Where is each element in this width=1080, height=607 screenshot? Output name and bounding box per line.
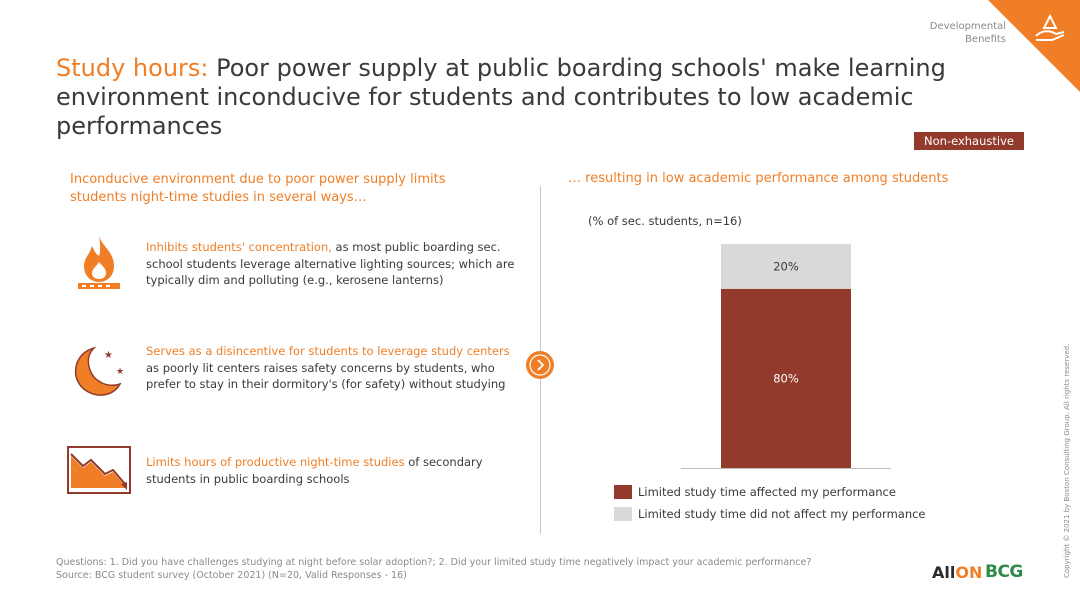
copyright-text: Copyright © 2021 by Boston Consulting Gr… — [1063, 343, 1071, 578]
flame-icon — [78, 236, 120, 289]
bar-segment-affected — [721, 288, 851, 468]
bar-label-affected: 80% — [773, 371, 799, 385]
reason-item-2: Serves as a disincentive for students to… — [146, 343, 516, 393]
arrow-circle — [526, 351, 554, 379]
chart-subtitle: (% of sec. students, n=16) — [588, 214, 742, 228]
reason-item-1: Inhibits students' concentration, as mos… — [146, 239, 516, 289]
section-tag: Developmental Benefits — [930, 20, 1006, 46]
non-exhaustive-badge: Non-exhaustive — [914, 132, 1024, 150]
reason-item-3: Limits hours of productive night-time st… — [146, 454, 516, 487]
declining-chart-icon — [67, 446, 131, 494]
legend-label-affected: Limited study time affected my performan… — [638, 485, 896, 499]
legend-swatch-affected — [614, 485, 632, 499]
title-highlight: Study hours: — [56, 54, 209, 82]
svg-text:★: ★ — [116, 367, 124, 377]
chevron-right-icon — [529, 354, 551, 376]
corner-triangle — [988, 0, 1080, 92]
reason-3-highlight: Limits hours of productive night-time st… — [146, 455, 405, 469]
bcg-logo: BCG — [985, 562, 1023, 582]
title-text: Poor power supply at public boarding sch… — [56, 54, 946, 140]
footer-notes: Questions: 1. Did you have challenges st… — [56, 556, 811, 582]
page-title: Study hours: Poor power supply at public… — [56, 54, 956, 141]
hand-money-icon — [1035, 13, 1065, 41]
section-tag-line1: Developmental — [929, 21, 1006, 32]
stacked-bar-chart: 80% 20% — [681, 244, 891, 469]
reason-2-text: as poorly lit centers raises safety conc… — [146, 360, 506, 392]
allon-logo-all: All — [932, 563, 956, 582]
legend-label-not-affected: Limited study time did not affect my per… — [638, 507, 926, 521]
legend-item-not-affected: Limited study time did not affect my per… — [614, 506, 926, 522]
allon-logo-on: ON — [955, 563, 983, 582]
section-tag-line2: Benefits — [965, 34, 1006, 45]
right-heading: … resulting in low academic performance … — [568, 171, 949, 186]
left-heading: Inconducive environment due to poor powe… — [70, 172, 446, 205]
legend-swatch-not-affected — [614, 507, 632, 521]
bar-label-not-affected: 20% — [773, 259, 799, 273]
reason-1-highlight: Inhibits students' concentration, — [146, 240, 332, 254]
reason-1-text: as most public boarding sec. school stud… — [146, 240, 515, 287]
legend-item-affected: Limited study time affected my performan… — [614, 484, 896, 500]
reason-3-text: of secondary students in public boarding… — [146, 455, 483, 486]
allon-logo: AllON — [932, 563, 982, 582]
footer-source: Source: BCG student survey (October 2021… — [56, 570, 407, 581]
footer-questions: Questions: 1. Did you have challenges st… — [56, 557, 812, 568]
svg-text:★: ★ — [104, 350, 113, 361]
moon-stars-icon: ★ ★ — [74, 346, 124, 396]
reason-2-highlight: Serves as a disincentive for students to… — [146, 344, 510, 358]
bar-segment-not-affected — [721, 244, 851, 289]
